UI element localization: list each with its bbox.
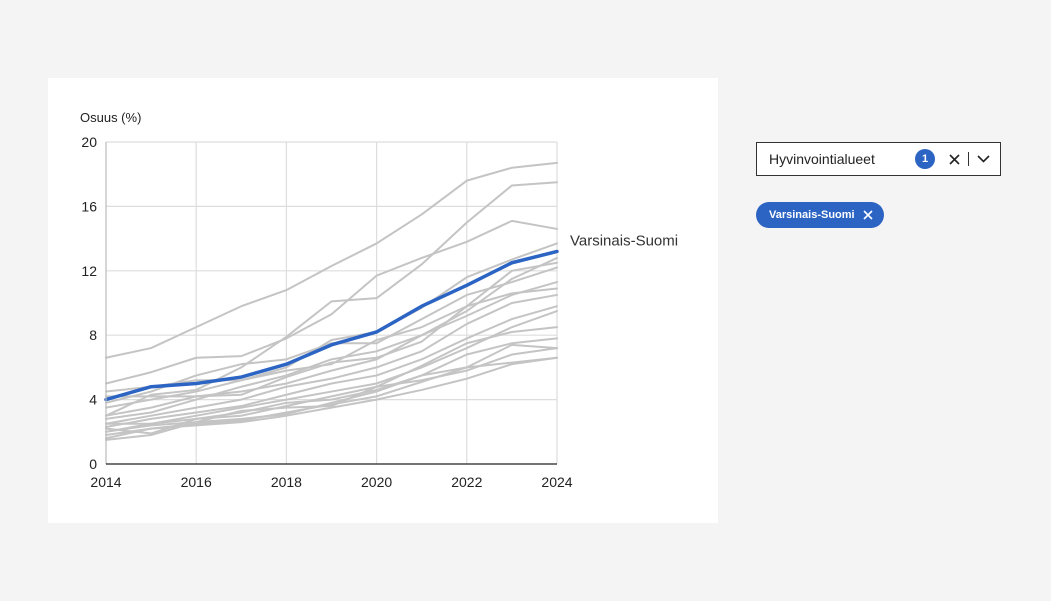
series-line bbox=[105, 161, 558, 359]
x-tick-label: 2024 bbox=[541, 474, 572, 490]
series-line bbox=[105, 261, 558, 393]
x-tick-label: 2016 bbox=[181, 474, 212, 490]
series-line bbox=[105, 305, 558, 428]
y-tick-label: 16 bbox=[81, 198, 97, 214]
labels: 2014 2016 2018 2020 2022 2024 0 4 8 12 16 20 Osuus (… bbox=[80, 110, 678, 490]
chevron-down-icon[interactable] bbox=[972, 148, 994, 170]
clear-selection-icon[interactable] bbox=[943, 148, 965, 170]
series-line bbox=[105, 219, 558, 385]
chip-label: Varsinais-Suomi bbox=[769, 209, 855, 221]
series-line bbox=[105, 326, 558, 425]
remove-chip-icon[interactable] bbox=[862, 209, 874, 221]
y-tick-label: 0 bbox=[89, 456, 97, 472]
x-tick-label: 2022 bbox=[451, 474, 482, 490]
series-line bbox=[105, 256, 558, 420]
series-line bbox=[105, 310, 558, 433]
selected-count-badge: 1 bbox=[915, 149, 935, 169]
y-tick-label: 12 bbox=[81, 263, 97, 279]
x-tick-label: 2020 bbox=[361, 474, 392, 490]
divider bbox=[968, 152, 969, 166]
filter-label: Hyvinvointialueet bbox=[769, 151, 875, 167]
y-tick-label: 4 bbox=[89, 392, 97, 408]
y-tick-label: 8 bbox=[89, 327, 97, 343]
series-line bbox=[105, 343, 558, 437]
series-line bbox=[105, 293, 558, 425]
series-line bbox=[105, 181, 558, 417]
series-line bbox=[105, 281, 558, 417]
x-tick-label: 2014 bbox=[90, 474, 121, 490]
y-axis-title: Osuus (%) bbox=[80, 110, 141, 125]
series-line bbox=[105, 347, 558, 441]
series-line bbox=[105, 287, 558, 398]
region-filter-select[interactable]: Hyvinvointialueet 1 bbox=[756, 142, 1001, 176]
axes bbox=[105, 142, 557, 465]
x-tick-label: 2018 bbox=[271, 474, 302, 490]
selected-region-chip[interactable]: Varsinais-Suomi bbox=[756, 202, 884, 228]
series-lines bbox=[104, 161, 559, 441]
highlight-series-label: Varsinais-Suomi bbox=[570, 232, 678, 249]
y-tick-label: 20 bbox=[81, 134, 97, 150]
chart-card: 2014 2016 2018 2020 2022 2024 0 4 8 12 16 20 Osuus (… bbox=[48, 78, 718, 523]
highlight-series-line bbox=[104, 249, 559, 402]
series-line bbox=[105, 242, 558, 409]
line-chart: 2014 2016 2018 2020 2022 2024 0 4 8 12 16 20 Osuus (… bbox=[80, 110, 678, 490]
